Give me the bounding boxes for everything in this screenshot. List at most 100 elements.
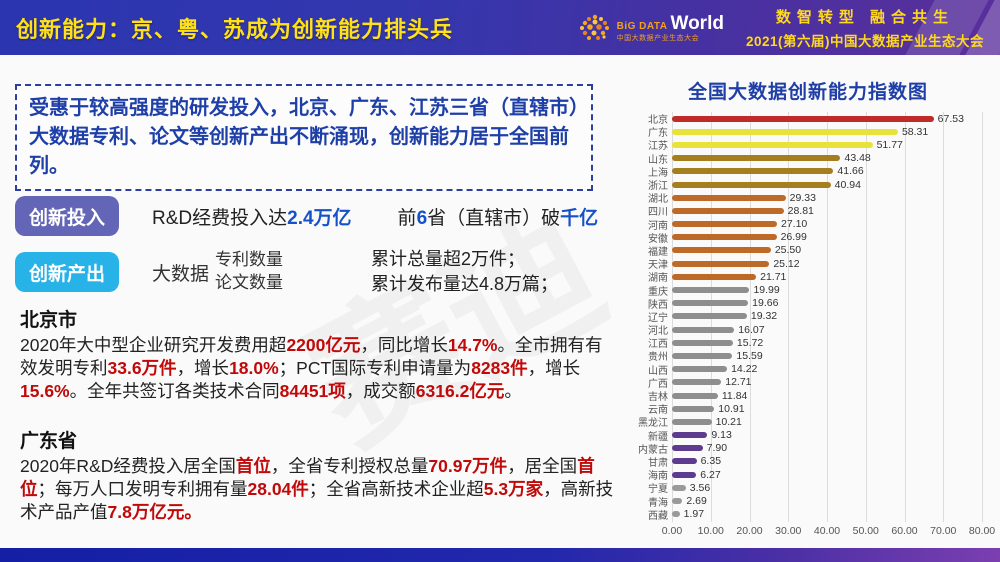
bar-value-label: 6.35 [700,455,722,468]
grid-line [865,112,867,522]
chart-bar-row: 重庆 19.99 [628,283,988,298]
highlighted-value: 18.0% [229,358,279,379]
highlighted-value: 千亿 [560,207,599,229]
text-segment: ，居全国 [507,456,578,476]
bar [672,287,750,294]
chart-bar-row: 四川 28.81 [628,204,988,219]
bar-value-label: 2.69 [686,495,707,508]
bar-value-label: 9.13 [711,429,732,442]
bar-track: 14.22 [672,363,982,376]
bar-value-label: 58.31 [901,125,929,138]
bar-track: 19.99 [672,283,982,296]
bar-value-label: 19.66 [752,297,779,310]
x-axis-tick: 80.00 [968,524,996,537]
text-segment: 前 [397,207,417,229]
text-segment: 2020年大中型企业研究开发费用超 [20,335,287,355]
bar-track: 51.77 [672,138,982,151]
bar-track: 19.66 [672,297,982,310]
bar-track: 11.84 [672,389,982,402]
beijing-paragraph: 2020年大中型企业研究开发费用超2200亿元，同比增长14.7%。全市拥有有效… [20,334,614,403]
output-types-stack: 专利数量 论文数量 [215,249,283,295]
bar [672,273,757,280]
bigdata-label: 大数据 [152,263,210,285]
chart-bar-row: 天津 25.12 [628,257,988,272]
intro-highlight-box: 受惠于较高强度的研发投入，北京、广东、江苏三省（直辖市）大数据专利、论文等创新产… [15,84,593,191]
bar-track: 25.12 [672,257,982,270]
bar-value-label: 26.99 [780,231,807,244]
bar-track: 19.32 [672,310,982,323]
x-axis-tick: 0.00 [661,524,683,537]
bar-category-label: 江西 [648,339,668,351]
highlighted-value: 28.04件 [247,479,309,500]
bar-value-label: 40.94 [834,178,861,191]
bar-track: 10.21 [672,415,982,428]
guangdong-section: 广东省 2020年R&D经费投入居全国首位，全省专利授权总量70.97万件，居全… [20,426,614,524]
bar-category-label: 福建 [648,246,668,258]
text-segment: 。全年共签订各类技术合同 [69,381,280,402]
chart-bar-row: 河北 16.07 [628,323,988,338]
bar [672,221,777,228]
bar-value-label: 11.84 [721,389,748,402]
innovation-index-chart: 全国大数据创新能力指数图 北京 67.53 广东 58.31 江苏 51.77 山东 43.4… [628,77,995,541]
bar [672,458,697,465]
bar [672,352,733,359]
bar-track: 40.94 [672,178,982,191]
text-segment: ，全省专利授权总量 [270,456,429,476]
chart-bar-row: 浙江 40.94 [628,178,988,193]
bar-value-label: 25.50 [774,244,802,257]
grid-line [749,112,751,522]
text-segment: R&D经费投入达 [152,207,288,229]
bar-category-label: 江苏 [648,141,668,153]
output-results-stack: 累计总量超2万件； 累计发布量达4.8万篇； [371,247,558,297]
highlighted-value: 6316.2亿元 [415,381,505,402]
bar-category-label: 山东 [648,154,668,166]
bar [672,141,873,148]
bar-category-label: 天津 [648,260,668,272]
highlighted-value: 15.6% [20,381,70,402]
bar-category-label: 陕西 [648,299,668,311]
chart-bar-row: 西藏 1.97 [628,508,988,522]
chart-bar-row: 广东 58.31 [628,125,988,140]
bar-value-label: 67.53 [937,112,964,125]
bar-category-label: 广西 [648,378,668,390]
chart-bar-row: 海南 6.27 [628,468,988,483]
bar [672,128,898,135]
bar-track: 41.66 [672,165,982,178]
bar-category-label: 黑龙江 [638,418,668,430]
highlighted-value: 5.3万家 [483,479,544,500]
highlighted-value: 首位 [20,456,595,500]
x-axis-tick: 30.00 [775,524,802,537]
bar-track: 6.35 [672,455,982,468]
bar [672,471,697,478]
highlighted-value: 首位 [235,456,271,476]
beijing-heading: 北京市 [20,310,78,331]
x-axis-tick: 20.00 [736,524,763,537]
bar-category-label: 北京 [648,115,668,127]
conference-logo: BiG DATA World 中国大数据产业生态大会 [578,13,724,43]
grid-line [904,112,906,522]
bar-value-label: 1.97 [683,508,705,521]
page-title: 创新能力：京、粤、苏成为创新能力排头兵 [16,16,454,42]
chart-bar-row: 福建 25.50 [628,244,988,258]
footer-bar [0,548,1000,562]
bar-category-label: 上海 [648,167,668,179]
patent-count-label: 专利数量 [215,250,284,270]
bar [672,418,712,425]
bar [672,234,777,241]
bar-category-label: 西藏 [648,510,668,522]
header-bar: 创新能力：京、粤、苏成为创新能力排头兵 [0,0,1000,55]
bar-value-label: 15.72 [736,336,764,349]
bar [672,366,728,373]
bar-category-label: 宁夏 [648,484,668,496]
chart-title: 全国大数据创新能力指数图 [687,82,928,103]
bar [672,313,747,320]
bar [672,379,722,386]
bar [672,484,686,491]
grid-line [943,112,945,522]
text-segment: 。全市拥有有效发明专利 [20,335,603,379]
chart-bar-row: 上海 41.66 [628,165,988,179]
bar [672,326,735,333]
guangdong-heading: 广东省 [20,431,78,452]
bar [672,405,715,412]
text-segment: 省（直辖市）破 [427,207,561,229]
